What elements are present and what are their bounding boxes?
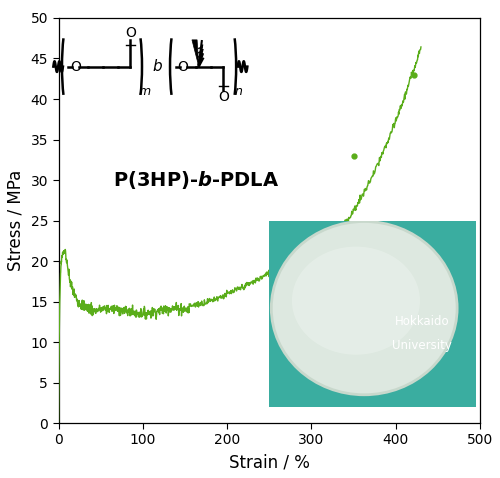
X-axis label: Strain / %: Strain / %: [229, 453, 310, 471]
Text: P(3HP)-$\bfit{b}$-PDLA: P(3HP)-$\bfit{b}$-PDLA: [114, 169, 280, 191]
Y-axis label: Stress / MPa: Stress / MPa: [7, 170, 25, 271]
